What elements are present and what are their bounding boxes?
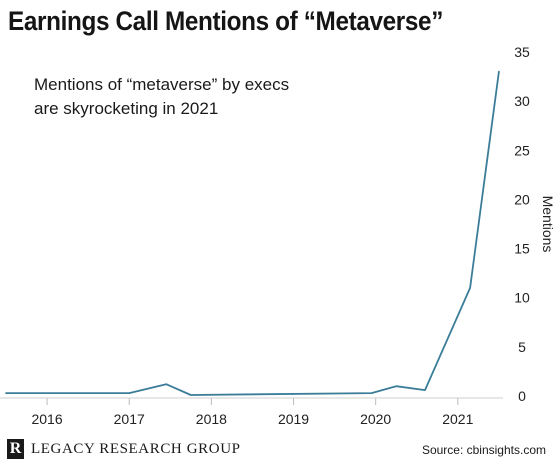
y-tick-label: 25 xyxy=(514,142,530,158)
x-tick-label: 2019 xyxy=(278,411,309,427)
y-tick-label: 20 xyxy=(514,191,530,207)
annotation-line: Mentions of “metaverse” by execs xyxy=(34,75,289,94)
x-tick-label: 2016 xyxy=(31,411,62,427)
y-tick-label: 15 xyxy=(514,241,530,257)
brand-name: LEGACY RESEARCH GROUP xyxy=(31,441,241,457)
y-axis-ticks: 0 5 10 15 20 25 30 35 xyxy=(514,44,530,404)
y-tick-label: 5 xyxy=(518,339,526,355)
series-line xyxy=(5,70,500,396)
legacy-logo-icon: R xyxy=(7,439,24,459)
y-tick-label: 10 xyxy=(514,290,530,306)
chart-annotation: Mentions of “metaverse” by execs are skyr… xyxy=(34,75,289,118)
y-tick-label: 0 xyxy=(518,388,526,404)
y-tick-label: 30 xyxy=(514,93,530,109)
x-tick-label: 2021 xyxy=(442,411,473,427)
x-tick-label: 2017 xyxy=(114,411,145,427)
chart-title: Earnings Call Mentions of “Metaverse” xyxy=(8,6,443,36)
x-axis-ticks: 2016 2017 2018 2019 2020 2021 xyxy=(31,398,474,427)
y-axis-label: Mentions xyxy=(540,196,556,253)
x-tick-label: 2018 xyxy=(196,411,227,427)
annotation-line: are skyrocketing in 2021 xyxy=(34,99,218,118)
y-tick-label: 35 xyxy=(514,44,530,60)
footer: R LEGACY RESEARCH GROUP Source: cbinsigh… xyxy=(0,430,560,466)
source-credit: Source: cbinsights.com xyxy=(421,443,546,457)
series-group xyxy=(5,70,500,396)
x-tick-label: 2020 xyxy=(360,411,391,427)
